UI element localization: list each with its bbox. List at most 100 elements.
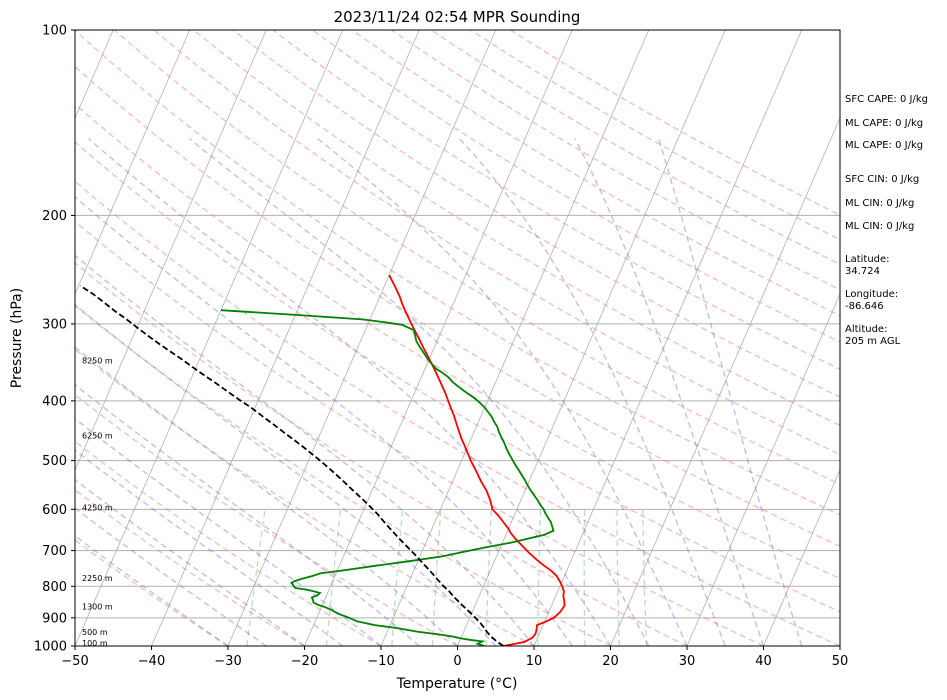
moist-adiabat [458,137,726,646]
latitude-label: Latitude: [845,254,890,265]
height-labels: 100 m 500 m 1300 m 2250 m 4250 m 6250 m 8250 m [82,357,113,648]
height-label: 500 m [82,628,108,637]
dry-adiabat [75,262,688,646]
altitude-value: 205 m AGL [845,336,901,347]
dry-adiabat [351,30,840,317]
sfc-cin-text: SFC CIN: 0 J/kg [845,174,919,185]
dry-adiabat [75,539,229,646]
ml-cape-text: ML CAPE: 0 J/kg [845,118,923,129]
series-lines [79,274,566,646]
height-label: 4250 m [82,504,113,513]
mixing-ratio-line [616,509,620,646]
x-axis-label: Temperature (°C) [396,676,518,692]
parcel-profile [79,284,504,646]
isotherm [533,30,803,646]
dewpoint-profile [220,309,555,646]
dry-adiabat [75,65,840,548]
moist-adiabat [75,254,535,646]
x-tick-label: −30 [214,654,241,669]
longitude-value: -86.646 [845,301,884,312]
moist-adiabat [658,138,803,646]
dry-adiabat [75,220,764,646]
dry-adiabat [75,180,840,646]
height-label: 1300 m [82,603,113,612]
moist-adiabat [317,137,688,646]
dry-adiabat [75,393,458,646]
dry-adiabat [75,304,611,646]
moist-adiabat [574,138,765,646]
moist-adiabat [88,137,612,646]
moist-adiabat [75,478,305,646]
ml-cin-text-2: ML CIN: 0 J/kg [845,221,914,232]
temperature-profile [388,274,566,646]
y-tick-label: 900 [42,611,67,626]
height-label: 100 m [82,639,108,648]
moist-adiabat [188,137,650,646]
y-ticks: 1000 900 800 700 600 500 400 300 200 100 [34,24,75,655]
moist-adiabat [75,196,573,646]
ml-cin-text: ML CIN: 0 J/kg [845,198,914,209]
y-tick-label: 600 [42,503,67,518]
y-tick-label: 800 [42,580,67,595]
x-tick-label: 10 [526,654,543,669]
y-tick-label: 200 [42,209,67,224]
background-lines [75,30,840,646]
y-axis-label: Pressure (hPa) [9,288,25,388]
altitude-label: Altitude: [845,324,887,335]
x-tick-label: −40 [138,654,165,669]
moist-adiabat [75,535,229,646]
dry-adiabat [75,489,305,646]
isotherm [763,468,840,646]
dry-adiabat [75,348,535,646]
isotherm [75,30,344,646]
x-tick-label: 0 [453,654,461,669]
height-label: 2250 m [82,574,113,583]
isotherm [151,30,420,646]
chart-title: 2023/11/24 02:54 MPR Sounding [334,8,581,26]
moist-adiabat [75,383,420,646]
y-tick-label: 100 [42,24,67,39]
y-tick-label: 700 [42,544,67,559]
x-tick-label: −10 [367,654,394,669]
isotherm [75,30,191,296]
y-tick-label: 500 [42,454,67,469]
isotherm [75,30,267,472]
mixing-ratio-line [246,509,266,646]
sounding-parameters: SFC CAPE: 0 J/kg ML CAPE: 0 J/kg ML CAPE… [845,94,928,347]
ml-cape-text-2: ML CAPE: 0 J/kg [845,140,923,151]
height-label: 6250 m [82,431,113,440]
sfc-cape-text: SFC CAPE: 0 J/kg [845,94,928,105]
isotherm [457,30,726,646]
mixing-ratio-line [325,509,342,646]
moist-adiabat [75,346,458,646]
longitude-label: Longitude: [845,289,898,300]
mixing-ratio-line [391,509,404,646]
y-tick-label: 400 [42,394,67,409]
dry-adiabat [75,103,840,580]
y-tick-label: 1000 [34,640,67,655]
x-ticks: −50 −40 −30 −20 −10 0 10 20 30 40 50 [61,646,848,669]
dry-adiabat [153,30,840,456]
isotherm [227,30,497,646]
moist-adiabat [75,449,344,646]
latitude-value: 34.724 [845,266,880,277]
x-tick-label: 40 [755,654,772,669]
mixing-ratio-line [642,509,648,646]
x-tick-label: −20 [291,654,318,669]
moist-adiabat [75,303,497,646]
isotherm [686,292,840,646]
moist-adiabat [75,507,267,646]
isotherm [610,116,840,646]
dry-adiabat [311,30,840,343]
x-tick-label: 50 [832,654,849,669]
dry-adiabat [75,30,840,516]
isotherm [304,30,573,646]
y-tick-label: 300 [42,317,67,332]
dry-adiabat [193,30,840,427]
dry-adiabat [75,440,382,646]
x-tick-label: 20 [602,654,619,669]
x-tick-label: −50 [61,654,88,669]
isotherm [380,30,650,646]
height-label: 8250 m [82,357,113,366]
